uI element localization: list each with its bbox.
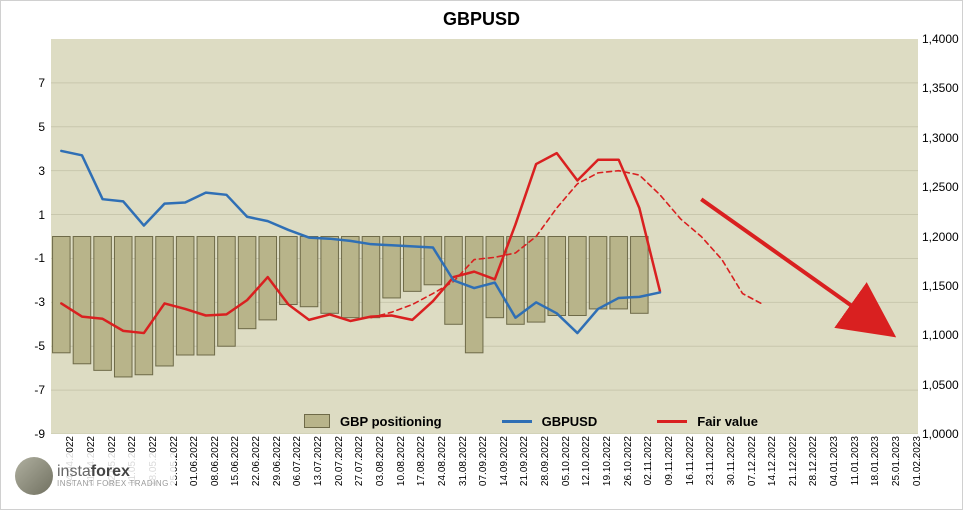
y-left-tick-label: -1 (34, 251, 45, 265)
x-tick-label: 01.06.2022 (189, 436, 200, 486)
y-left-tick-label: -5 (34, 339, 45, 353)
y-right-tick-label: 1,0000 (922, 427, 959, 441)
x-tick-label: 13.07.2022 (313, 436, 324, 486)
x-tick-label: 19.10.2022 (602, 436, 613, 486)
y-left-tick-label: 5 (38, 120, 45, 134)
y-right-tick-label: 1,2000 (922, 230, 959, 244)
x-axis: 14.04.202221.04.202202.05.202211.05.2022… (51, 434, 918, 504)
y-axis-right: 1,00001,05001,10001,15001,20001,25001,30… (918, 39, 962, 434)
y-left-tick-label: -3 (34, 295, 45, 309)
y-right-tick-label: 1,4000 (922, 32, 959, 46)
x-tick-label: 14.09.2022 (499, 436, 510, 486)
x-tick-label: 01.02.2023 (912, 436, 923, 486)
x-tick-label: 23.11.2022 (705, 436, 716, 485)
y-right-tick-label: 1,1500 (922, 279, 959, 293)
plot-area: GBP positioning GBPUSD Fair value (51, 39, 918, 434)
x-tick-label: 31.08.2022 (458, 436, 469, 486)
x-tick-label: 18.01.2023 (870, 436, 881, 486)
watermark-brand-bold: forex (91, 463, 130, 480)
x-tick-label: 05.10.2022 (561, 436, 572, 486)
x-tick-label: 26.10.2022 (623, 436, 634, 486)
watermark-logo-icon (15, 457, 53, 495)
watermark-text: instaforex INSTANT FOREX TRADING (57, 464, 169, 488)
x-tick-label: 21.12.2022 (788, 436, 799, 486)
x-tick-label: 16.11.2022 (685, 436, 696, 485)
x-tick-label: 07.09.2022 (478, 436, 489, 486)
x-tick-label: 09.11.2022 (664, 436, 675, 485)
legend-swatch-line (502, 420, 532, 423)
x-tick-label: 30.11.2022 (726, 436, 737, 485)
x-tick-label: 27.07.2022 (354, 436, 365, 486)
x-tick-label: 21.09.2022 (519, 436, 530, 486)
legend-item-gbp-positioning: GBP positioning (304, 414, 442, 429)
x-tick-label: 17.08.2022 (416, 436, 427, 486)
x-tick-label: 25.01.2023 (891, 436, 902, 486)
legend: GBP positioning GBPUSD Fair value (171, 408, 891, 434)
chart-container: GBPUSD GBP positioning GBPUSD Fair value… (0, 0, 963, 510)
legend-label: GBPUSD (542, 414, 598, 429)
x-tick-label: 28.09.2022 (540, 436, 551, 486)
x-tick-label: 12.10.2022 (581, 436, 592, 486)
chart-title: GBPUSD (1, 9, 962, 30)
x-tick-label: 10.08.2022 (396, 436, 407, 486)
y-right-tick-label: 1,3500 (922, 81, 959, 95)
y-right-tick-label: 1,0500 (922, 378, 959, 392)
plot-svg (51, 39, 918, 434)
y-left-tick-label: 1 (38, 208, 45, 222)
x-tick-label: 07.12.2022 (747, 436, 758, 486)
x-tick-label: 04.01.2023 (829, 436, 840, 486)
watermark-brand: instaforex (57, 464, 169, 480)
watermark-sub: INSTANT FOREX TRADING (57, 480, 169, 488)
watermark: instaforex INSTANT FOREX TRADING (9, 453, 175, 499)
x-tick-label: 11.01.2023 (850, 436, 861, 485)
legend-item-gbpusd: GBPUSD (502, 414, 598, 429)
legend-swatch-line (657, 420, 687, 423)
x-tick-label: 14.12.2022 (767, 436, 778, 486)
y-axis-left: -9-7-5-3-11357 (1, 39, 49, 434)
x-tick-label: 02.11.2022 (643, 436, 654, 485)
watermark-brand-light: insta (57, 463, 91, 480)
x-tick-label: 03.08.2022 (375, 436, 386, 486)
legend-label: Fair value (697, 414, 758, 429)
x-tick-label: 28.12.2022 (808, 436, 819, 486)
y-right-tick-label: 1,2500 (922, 180, 959, 194)
y-left-tick-label: -7 (34, 383, 45, 397)
x-tick-label: 15.06.2022 (230, 436, 241, 486)
y-left-tick-label: 3 (38, 164, 45, 178)
y-left-tick-label: -9 (34, 427, 45, 441)
legend-item-fair-value: Fair value (657, 414, 758, 429)
legend-label: GBP positioning (340, 414, 442, 429)
legend-swatch-bar (304, 414, 330, 428)
y-right-tick-label: 1,1000 (922, 328, 959, 342)
y-right-tick-label: 1,3000 (922, 131, 959, 145)
x-tick-label: 08.06.2022 (210, 436, 221, 486)
x-tick-label: 22.06.2022 (251, 436, 262, 486)
x-tick-label: 24.08.2022 (437, 436, 448, 486)
x-tick-label: 06.07.2022 (292, 436, 303, 486)
y-left-tick-label: 7 (38, 76, 45, 90)
x-tick-label: 29.06.2022 (272, 436, 283, 486)
x-tick-label: 20.07.2022 (334, 436, 345, 486)
